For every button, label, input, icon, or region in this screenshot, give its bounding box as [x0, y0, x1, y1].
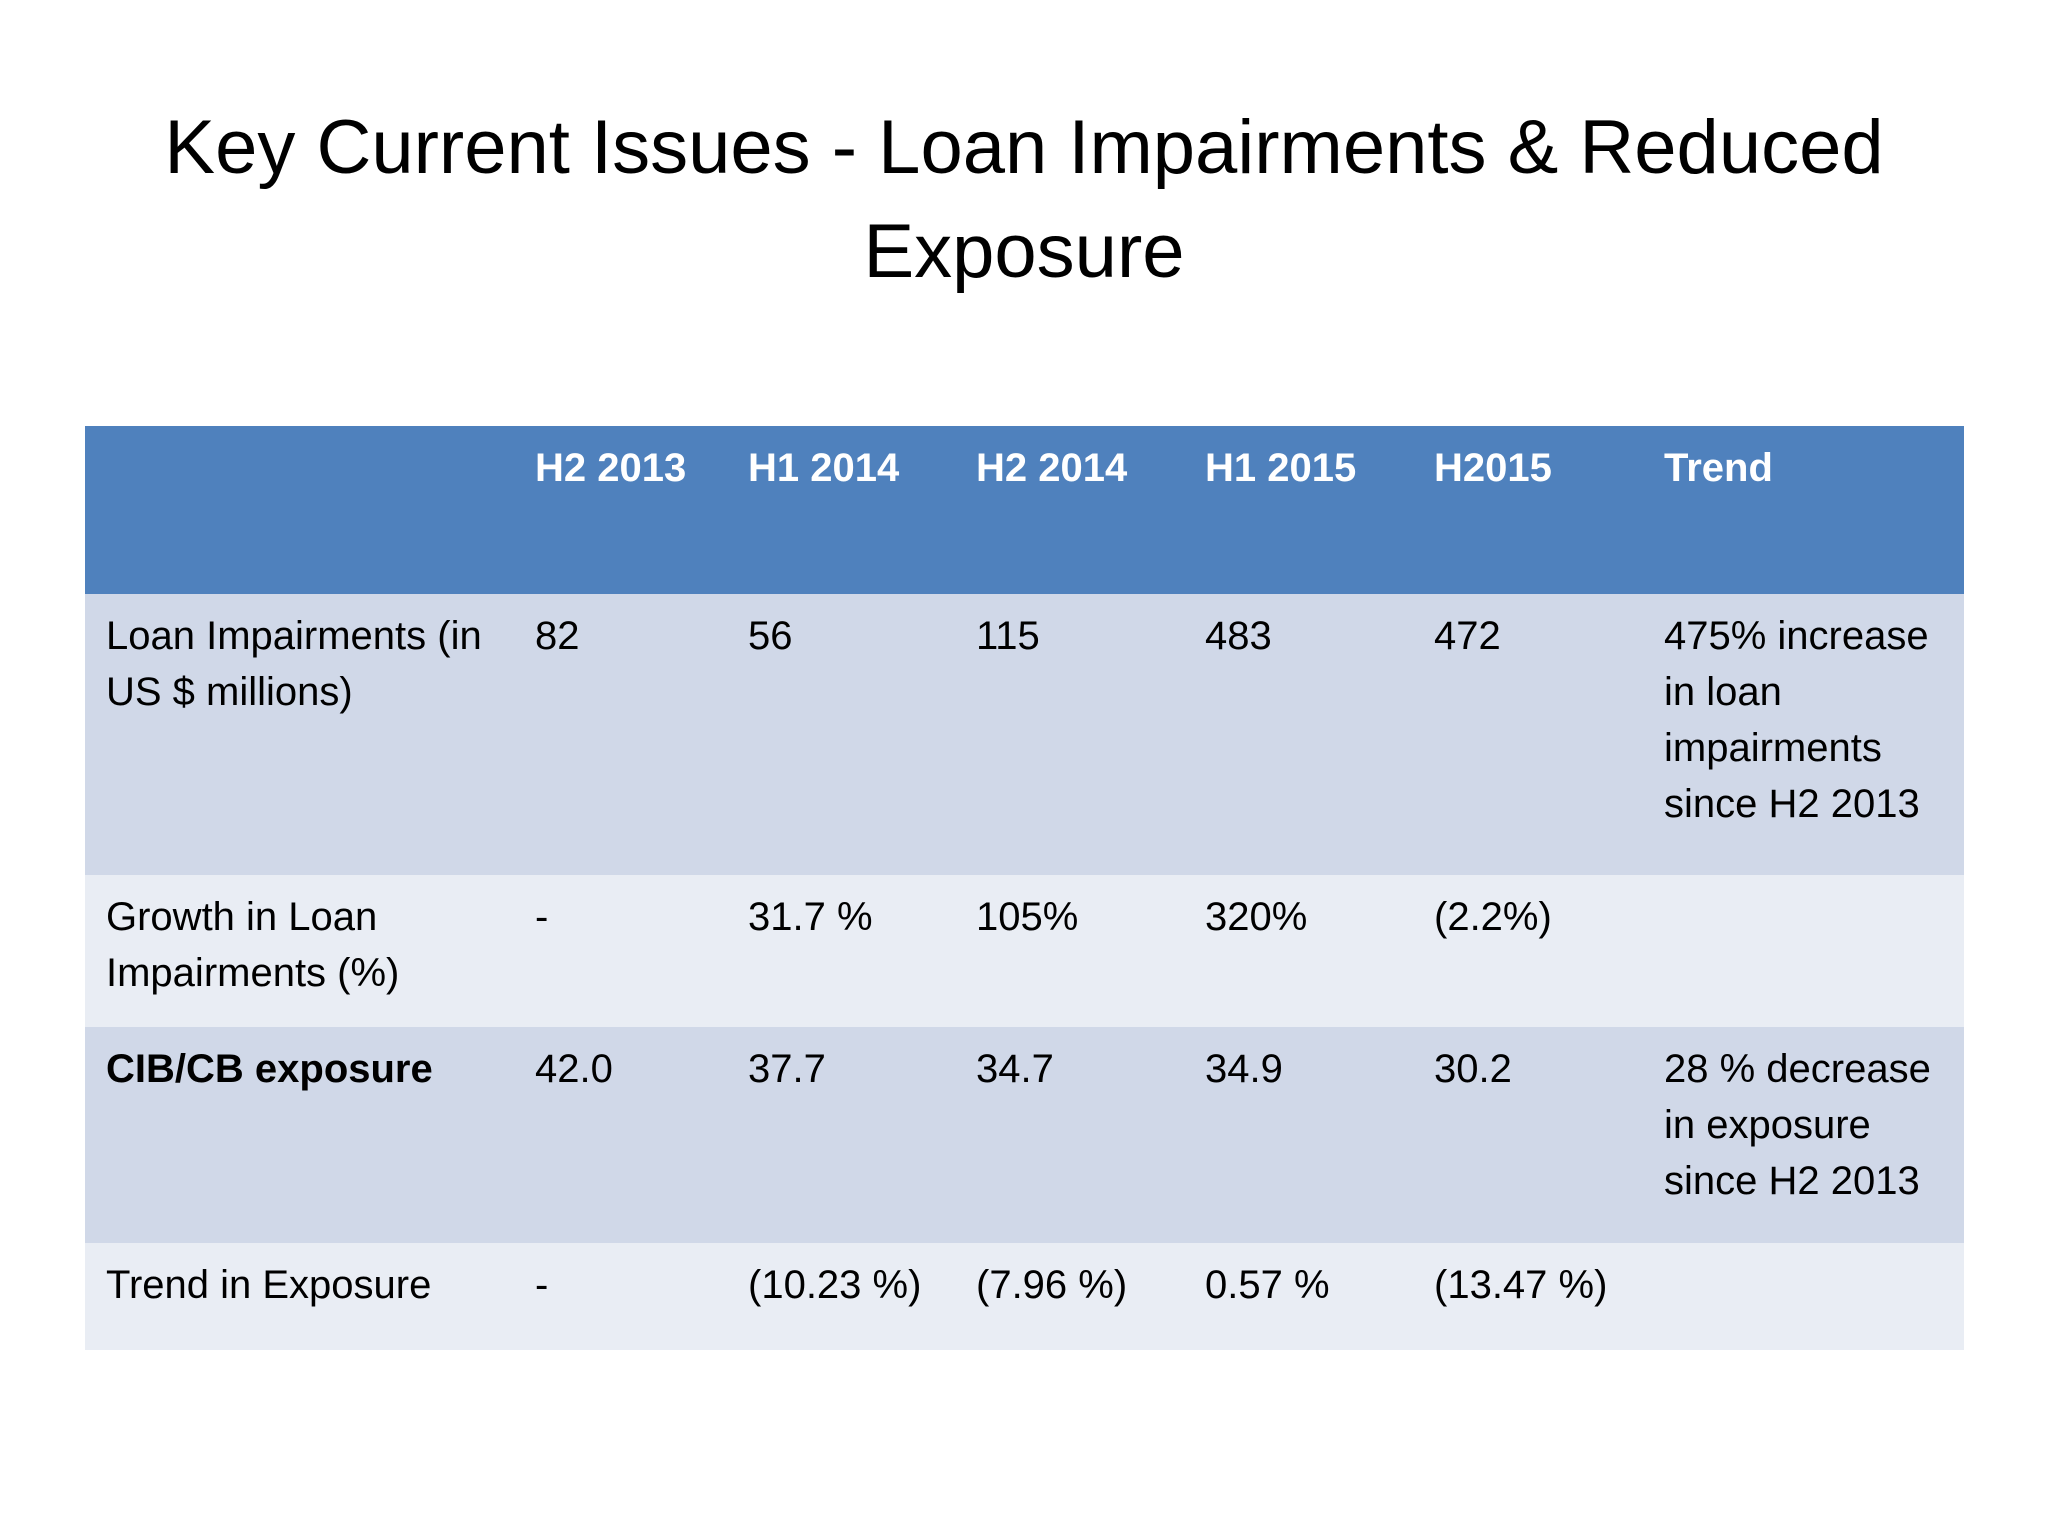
header-cell-h2-2014: H2 2014: [976, 446, 1128, 490]
trend-cell: [1643, 875, 1964, 1027]
header-cell-empty: [85, 426, 514, 594]
table-cell: 0.57 %: [1205, 1263, 1330, 1307]
table-cell: (2.2%): [1434, 895, 1552, 939]
table-cell: 56: [748, 614, 793, 658]
table-cell: 42.0: [535, 1047, 613, 1091]
table-cell: 37.7: [748, 1047, 826, 1091]
trend-cell: [1643, 1243, 1964, 1350]
title-line-2: Exposure: [863, 209, 1185, 294]
table-cell: 31.7 %: [748, 895, 873, 939]
table-cell: 320%: [1205, 895, 1308, 939]
table-row-exposure: CIB/CB exposure 42.0 37.7 34.7 34.9 30.2…: [85, 1027, 1964, 1243]
table-row-loan-impairments: Loan Impairments (in US $ millions) 82 5…: [85, 594, 1964, 875]
table-row-trend-exposure: Trend in Exposure - (10.23 %) (7.96 %) 0…: [85, 1243, 1964, 1350]
table-cell: 115: [976, 614, 1040, 658]
loan-impairments-table: H2 2013 H1 2014 H2 2014 H1 2015 H2015 Tr…: [85, 426, 1964, 1350]
table-row-growth: Growth in Loan Impairments (%) - 31.7 % …: [85, 875, 1964, 1027]
trend-cell: 475% increase in loan impairments since …: [1664, 614, 1929, 826]
title-line-1: Key Current Issues - Loan Impairments & …: [164, 105, 1884, 190]
table-cell: (13.47 %): [1434, 1263, 1608, 1307]
table-cell: 30.2: [1434, 1047, 1512, 1091]
table-header-row: H2 2013 H1 2014 H2 2014 H1 2015 H2015 Tr…: [85, 426, 1964, 594]
table-cell: 34.9: [1205, 1047, 1283, 1091]
slide-title: Key Current Issues - Loan Impairments & …: [0, 96, 2048, 304]
table-cell: -: [535, 895, 549, 939]
table-cell: (10.23 %): [748, 1263, 922, 1307]
table-cell: 472: [1434, 614, 1501, 658]
table-cell: (7.96 %): [976, 1263, 1128, 1307]
table-cell: 105%: [976, 895, 1079, 939]
header-cell-h2-2013: H2 2013: [535, 446, 687, 490]
header-cell-h1-2015: H1 2015: [1205, 446, 1357, 490]
table-cell: 483: [1205, 614, 1272, 658]
header-cell-trend: Trend: [1664, 446, 1773, 490]
row-label: Loan Impairments (in US $ millions): [106, 614, 482, 714]
row-label: Growth in Loan Impairments (%): [106, 895, 400, 995]
table-cell: 34.7: [976, 1047, 1054, 1091]
row-label: Trend in Exposure: [106, 1263, 432, 1307]
trend-cell: 28 % decrease in exposure since H2 2013: [1664, 1047, 1931, 1203]
header-cell-h1-2014: H1 2014: [748, 446, 900, 490]
table-cell: -: [535, 1263, 549, 1307]
header-cell-h2015: H2015: [1434, 446, 1552, 490]
row-label: CIB/CB exposure: [106, 1047, 433, 1091]
table-cell: 82: [535, 614, 580, 658]
